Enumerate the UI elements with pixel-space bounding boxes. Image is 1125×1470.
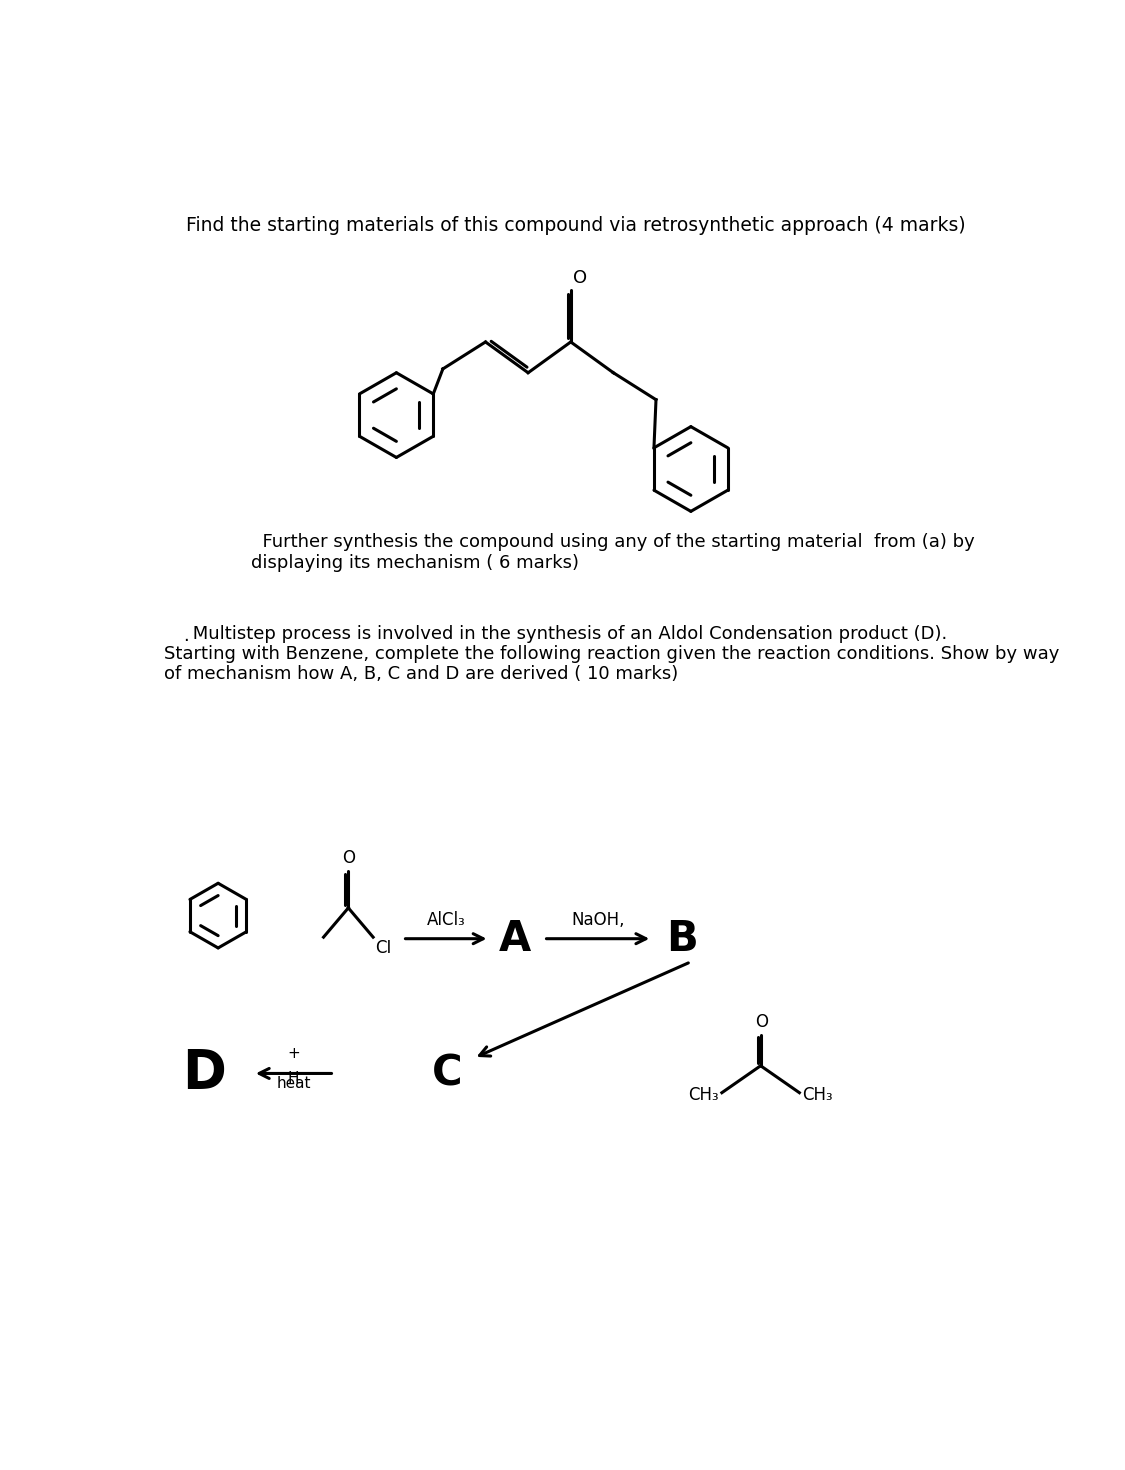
Text: .: . <box>183 626 189 645</box>
Text: B: B <box>666 917 698 960</box>
Text: CH₃: CH₃ <box>802 1086 834 1104</box>
Text: CH₃: CH₃ <box>688 1086 719 1104</box>
Text: +: + <box>287 1047 300 1061</box>
Text: H: H <box>288 1072 299 1086</box>
Text: displaying its mechanism ( 6 marks): displaying its mechanism ( 6 marks) <box>252 554 579 572</box>
Text: AlCl₃: AlCl₃ <box>426 911 466 929</box>
Text: C: C <box>432 1053 462 1095</box>
Text: D: D <box>182 1048 226 1100</box>
Text: of mechanism how A, B, C and D are derived ( 10 marks): of mechanism how A, B, C and D are deriv… <box>164 664 678 682</box>
Text: Starting with Benzene, complete the following reaction given the reaction condit: Starting with Benzene, complete the foll… <box>164 644 1060 663</box>
Text: O: O <box>343 850 356 867</box>
Text: heat: heat <box>277 1076 310 1091</box>
Text: O: O <box>573 269 587 287</box>
Text: Find the starting materials of this compound via retrosynthetic approach (4 mark: Find the starting materials of this comp… <box>187 216 966 235</box>
Text: Multistep process is involved in the synthesis of an Aldol Condensation product : Multistep process is involved in the syn… <box>164 625 947 642</box>
Text: O: O <box>755 1013 768 1030</box>
Text: Further synthesis the compound using any of the starting material  from (a) by: Further synthesis the compound using any… <box>252 534 975 551</box>
Text: A: A <box>498 917 531 960</box>
Text: CI: CI <box>376 939 391 957</box>
Text: NaOH,: NaOH, <box>572 911 624 929</box>
